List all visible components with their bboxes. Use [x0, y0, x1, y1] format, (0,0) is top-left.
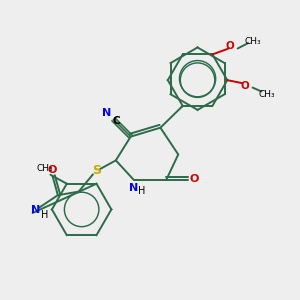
Text: CH₃: CH₃ — [244, 37, 261, 46]
Text: N: N — [31, 205, 40, 215]
Text: H: H — [138, 186, 146, 196]
Text: O: O — [48, 165, 57, 175]
Text: CH₃: CH₃ — [37, 164, 53, 173]
Text: CH₃: CH₃ — [258, 90, 275, 99]
Text: N: N — [102, 108, 112, 118]
Text: N: N — [129, 183, 138, 193]
Text: C: C — [112, 116, 120, 126]
Text: O: O — [189, 174, 198, 184]
Text: H: H — [41, 210, 49, 220]
Text: O: O — [226, 41, 235, 51]
Text: S: S — [92, 164, 101, 177]
Text: O: O — [241, 80, 250, 91]
